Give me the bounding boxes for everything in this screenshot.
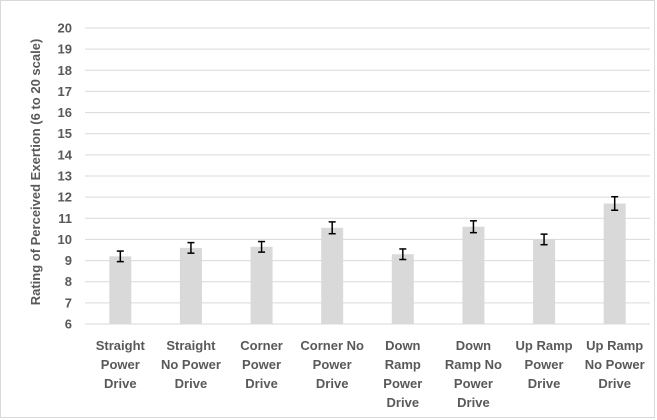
bar (391, 254, 414, 324)
error-bar (187, 241, 195, 254)
bars (109, 203, 626, 324)
error-bar (328, 221, 336, 235)
x-category-label: Down Ramp No Power Drive (445, 338, 502, 410)
y-tick-label: 14 (58, 147, 73, 162)
y-tick-label: 7 (65, 295, 72, 310)
bar (109, 256, 132, 324)
y-tick-label: 9 (65, 253, 72, 268)
y-tick-label: 10 (58, 232, 72, 247)
y-tick-labels: 6 7 8 9 10 11 12 13 14 15 16 17 18 19 20 (58, 21, 73, 332)
y-tick-label: 13 (58, 169, 72, 184)
y-axis-title: Rating of Perceived Exertion (6 to 20 sc… (28, 39, 43, 306)
x-category-label: Corner No Power Drive (300, 338, 364, 391)
y-tick-label: 16 (58, 105, 72, 120)
y-tick-label: 8 (65, 274, 72, 289)
error-bar (469, 220, 477, 234)
error-bars (116, 195, 619, 263)
x-category-label: Down Ramp Power Drive (383, 338, 422, 410)
x-category-labels: Straight Power Drive Straight No Power Drive C… (96, 338, 645, 410)
y-tick-label: 6 (65, 317, 72, 332)
bar (533, 239, 556, 324)
x-category-label: Corner Power Drive (240, 338, 283, 391)
bar (321, 227, 344, 324)
y-tick-label: 12 (58, 190, 72, 205)
gridlines (85, 27, 650, 325)
y-tick-label: 15 (58, 126, 72, 141)
bar (250, 246, 273, 324)
error-bar (116, 250, 124, 263)
x-category-label: Straight Power Drive (96, 338, 146, 391)
x-category-label: Straight No Power Drive (161, 338, 221, 391)
bar (603, 203, 626, 324)
bar (462, 226, 485, 324)
y-tick-label: 18 (58, 63, 72, 78)
y-tick-label: 11 (58, 211, 72, 226)
y-tick-label: 19 (58, 42, 72, 57)
error-bar (399, 248, 407, 261)
error-bar (540, 233, 548, 246)
bar (179, 247, 202, 324)
y-tick-label: 20 (58, 21, 72, 36)
x-category-label: Up Ramp Power Drive (516, 338, 573, 391)
error-bar (611, 195, 619, 212)
x-category-label: Up Ramp No Power Drive (585, 338, 645, 391)
error-bar (258, 240, 266, 253)
y-tick-label: 17 (58, 84, 72, 99)
